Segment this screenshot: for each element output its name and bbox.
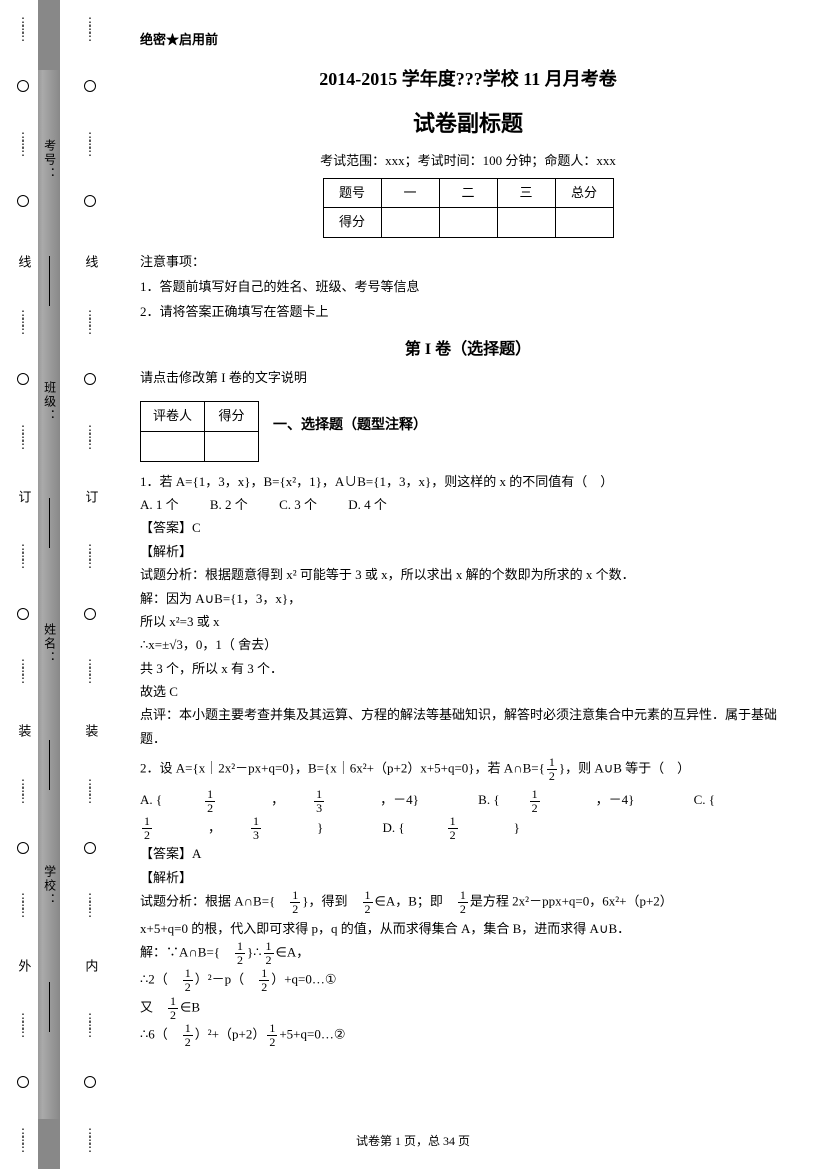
margin-circle	[17, 1076, 29, 1088]
q1-opt-b: B. 2 个	[210, 497, 248, 512]
notice-item: 2．请将答案正确填写在答题卡上	[140, 302, 796, 323]
margin-char-xian2: 线	[80, 255, 101, 268]
margin-char-ding: 订	[13, 490, 34, 503]
margin-circle	[17, 608, 29, 620]
q2-opt-b: B. {12，－4}	[478, 792, 662, 807]
notice-title: 注意事项：	[140, 252, 796, 273]
q1-line: 试题分析：根据题意得到 x² 可能等于 3 或 x，所以求出 x 解的个数即为所…	[140, 563, 796, 586]
q2-stem: 2．设 A={x｜2x²－px+q=0}，B={x｜6x²+（p+2）x+5+q…	[140, 756, 796, 783]
q1-opt-c: C. 3 个	[279, 497, 317, 512]
q1-line: 故选 C	[140, 680, 796, 703]
page-footer: 试卷第 1 页，总 34 页	[0, 1132, 826, 1151]
score-cell	[497, 208, 555, 238]
q1-jiexi: 【解析】	[140, 540, 796, 563]
exam-meta: 考试范围：xxx；考试时间：100 分钟；命题人：xxx	[140, 151, 796, 172]
q1-line: 解：因为 A∪B={1，3，x}，	[140, 587, 796, 610]
q1-line: 共 3 个，所以 x 有 3 个．	[140, 657, 796, 680]
margin-strip-outer: ⋮⋮⋮ ⋮⋮⋮ 线 ⋮⋮⋮ ⋮⋮⋮ 订 ⋮⋮⋮ ⋮⋮⋮ 装 ⋮⋮⋮ ⋮⋮⋮ 外 …	[8, 0, 38, 1169]
margin-gray-bar: 考号： 班级： 姓名： 学校：	[38, 0, 60, 1169]
label-kaohao: 考号：	[39, 139, 58, 181]
grader-col: 评卷人	[141, 401, 205, 431]
section-1-title: 第 I 卷（选择题）	[140, 337, 796, 363]
q2-line: 解：∵A∩B={ 12}∴12∈A，	[140, 940, 796, 967]
q2-opt-d: D. { 12}	[383, 820, 548, 835]
grader-col: 得分	[205, 401, 259, 431]
q1-line: ∴x=±√3，0，1（ 舍去）	[140, 633, 796, 656]
exam-title: 2014-2015 学年度???学校 11 月月考卷	[140, 65, 796, 94]
secret-label: 绝密★启用前	[140, 30, 796, 51]
underline	[49, 740, 50, 790]
score-header: 总分	[555, 178, 613, 208]
score-table: 题号 一 二 三 总分 得分	[323, 178, 614, 239]
grader-table: 评卷人 得分	[140, 401, 259, 462]
label-xuexiao: 学校：	[39, 865, 58, 907]
underline	[49, 498, 50, 548]
q2-stem-b: }，则 A∪B 等于（ ）	[559, 761, 690, 776]
question-2: 2．设 A={x｜2x²－px+q=0}，B={x｜6x²+（p+2）x+5+q…	[140, 756, 796, 1049]
score-cell	[381, 208, 439, 238]
dots-top: ⋮⋮⋮	[17, 20, 29, 38]
margin-char-nei: 内	[80, 959, 101, 972]
q2-answer: 【答案】A	[140, 842, 796, 865]
question-1: 1．若 A={1，3，x}，B={x²，1}，A∪B={1，3，x}，则这样的 …	[140, 470, 796, 751]
margin-circle	[84, 842, 96, 854]
margin-strip-inner: ⋮⋮⋮ ⋮⋮⋮ 线 ⋮⋮⋮ ⋮⋮⋮ 订 ⋮⋮⋮ ⋮⋮⋮ 装 ⋮⋮⋮ ⋮⋮⋮ 内 …	[75, 0, 105, 1169]
margin-circle	[84, 1076, 96, 1088]
score-header: 二	[439, 178, 497, 208]
score-row-label: 得分	[323, 208, 381, 238]
margin-char-wai: 外	[13, 959, 34, 972]
q2-jiexi: 【解析】	[140, 866, 796, 889]
notice-item: 1．答题前填写好自己的姓名、班级、考号等信息	[140, 277, 796, 298]
underline	[49, 256, 50, 306]
q2-line: 又 12∈B	[140, 995, 796, 1022]
margin-circle	[84, 195, 96, 207]
underline	[49, 982, 50, 1032]
margin-circle	[17, 195, 29, 207]
q1-line: 所以 x²=3 或 x	[140, 610, 796, 633]
score-header: 三	[497, 178, 555, 208]
score-header: 题号	[323, 178, 381, 208]
q2-stem-a: 2．设 A={x｜2x²－px+q=0}，B={x｜6x²+（p+2）x+5+q…	[140, 761, 545, 776]
score-cell	[439, 208, 497, 238]
q2-line: 试题分析：根据 A∩B={ 12}，得到 12∈A，B；即 12是方程 2x²－…	[140, 889, 796, 916]
margin-circle	[84, 373, 96, 385]
margin-circle	[17, 80, 29, 92]
margin-circle	[17, 842, 29, 854]
q1-opt-a: A. 1 个	[140, 497, 179, 512]
q1-stem: 1．若 A={1，3，x}，B={x²，1}，A∪B={1，3，x}，则这样的 …	[140, 470, 796, 493]
margin-circle	[17, 373, 29, 385]
fraction-half: 12	[547, 756, 557, 783]
q1-answer: 【答案】C	[140, 516, 796, 539]
margin-char-zhuang: 装	[13, 724, 34, 737]
content-area: 绝密★启用前 2014-2015 学年度???学校 11 月月考卷 试卷副标题 …	[130, 20, 806, 1059]
margin-char-xian: 线	[13, 255, 34, 268]
margin-dark-top	[38, 0, 60, 70]
grader-cell	[205, 431, 259, 461]
margin-char-ding2: 订	[80, 490, 101, 503]
margin-char-zhuang2: 装	[80, 724, 101, 737]
q2-line: ∴6（ 12）²+（p+2）12+5+q=0…②	[140, 1022, 796, 1049]
label-xingming: 姓名：	[39, 623, 58, 665]
grader-cell	[141, 431, 205, 461]
q1-line: 点评：本小题主要考查并集及其运算、方程的解法等基础知识，解答时必须注意集合中元素…	[140, 703, 796, 750]
q2-line: x+5+q=0 的根，代入即可求得 p，q 的值，从而求得集合 A，集合 B，进…	[140, 917, 796, 940]
q2-opt-a: A. { 12，13，－4}	[140, 792, 447, 807]
margin-circle	[84, 80, 96, 92]
q1-options: A. 1 个 B. 2 个 C. 3 个 D. 4 个	[140, 493, 796, 516]
margin-circle	[84, 608, 96, 620]
score-header: 一	[381, 178, 439, 208]
score-cell	[555, 208, 613, 238]
exam-subtitle: 试卷副标题	[140, 106, 796, 141]
q2-line: ∴2（ 12）²－p（ 12）+q=0…①	[140, 967, 796, 994]
q2-options: A. { 12，13，－4} B. {12，－4} C. {12，13} D. …	[140, 788, 796, 843]
label-banji: 班级：	[39, 381, 58, 423]
section-1-sub: 请点击修改第 I 卷的文字说明	[140, 368, 796, 389]
q1-opt-d: D. 4 个	[348, 497, 387, 512]
